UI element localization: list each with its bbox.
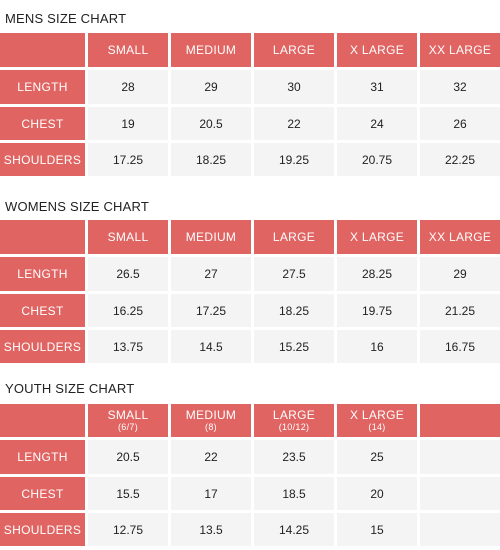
youth-size-header: MEDIUM (8) [171,404,251,437]
mens-value-cell: 19 [88,107,168,140]
mens-value-cell: 24 [337,107,417,140]
mens-value-cell: 22.25 [420,143,500,176]
mens-size-chart-title: MENS SIZE CHART [5,11,127,26]
mens-size-table: SMALL MEDIUM LARGE X LARGE XX LARGE LENG… [0,33,500,176]
youth-value-cell: 14.25 [254,513,334,546]
womens-value-cell: 29 [420,257,500,291]
youth-value-cell: 17 [171,477,251,510]
womens-size-header: XX LARGE [420,220,500,254]
youth-size-name: LARGE [272,408,316,422]
womens-value-cell: 21.25 [420,294,500,327]
youth-value-cell: 23.5 [254,440,334,474]
womens-value-cell: 26.5 [88,257,168,291]
mens-value-cell: 19.25 [254,143,334,176]
womens-value-cell: 18.25 [254,294,334,327]
womens-value-cell: 16.75 [420,330,500,363]
mens-row-label-length: LENGTH [0,70,85,104]
youth-size-header: SMALL (6/7) [88,404,168,437]
womens-value-cell: 17.25 [171,294,251,327]
womens-value-cell: 28.25 [337,257,417,291]
mens-row-label-shoulders: SHOULDERS [0,143,85,176]
youth-size-chart-title: YOUTH SIZE CHART [5,381,135,396]
youth-size-name: MEDIUM [185,408,237,422]
mens-value-cell: 17.25 [88,143,168,176]
youth-row-label-shoulders: SHOULDERS [0,513,85,546]
youth-size-header: X LARGE (14) [337,404,417,437]
mens-row-label-chest: CHEST [0,107,85,140]
youth-size-header: LARGE (10/12) [254,404,334,437]
youth-value-cell: 12.75 [88,513,168,546]
womens-value-cell: 19.75 [337,294,417,327]
womens-size-header: LARGE [254,220,334,254]
youth-corner-cell [0,404,85,437]
youth-size-range: (10/12) [278,422,310,432]
youth-size-range: (8) [205,422,217,432]
womens-row-label-shoulders: SHOULDERS [0,330,85,363]
womens-size-header: SMALL [88,220,168,254]
mens-size-header: SMALL [88,33,168,67]
youth-value-cell: 13.5 [171,513,251,546]
womens-size-header: MEDIUM [171,220,251,254]
mens-size-header: LARGE [254,33,334,67]
womens-row-label-chest: CHEST [0,294,85,327]
womens-value-cell: 13.75 [88,330,168,363]
youth-value-cell: 25 [337,440,417,474]
mens-value-cell: 32 [420,70,500,104]
mens-value-cell: 29 [171,70,251,104]
youth-value-cell: 15 [337,513,417,546]
mens-size-header: X LARGE [337,33,417,67]
youth-size-name: SMALL [107,408,149,422]
womens-size-header: X LARGE [337,220,417,254]
mens-value-cell: 20.75 [337,143,417,176]
youth-value-cell-empty [420,477,500,510]
youth-value-cell-empty [420,513,500,546]
womens-size-chart-title: WOMENS SIZE CHART [5,199,150,214]
mens-value-cell: 22 [254,107,334,140]
youth-size-name: X LARGE [349,408,405,422]
mens-value-cell: 28 [88,70,168,104]
youth-value-cell: 20 [337,477,417,510]
womens-value-cell: 16.25 [88,294,168,327]
youth-size-header-empty [420,404,500,437]
youth-size-table: SMALL (6/7) MEDIUM (8) LARGE (10/12) X L… [0,404,500,546]
womens-value-cell: 15.25 [254,330,334,363]
mens-value-cell: 30 [254,70,334,104]
mens-size-header: MEDIUM [171,33,251,67]
womens-corner-cell [0,220,85,254]
mens-value-cell: 26 [420,107,500,140]
womens-value-cell: 27.5 [254,257,334,291]
youth-value-cell: 20.5 [88,440,168,474]
womens-row-label-length: LENGTH [0,257,85,291]
mens-value-cell: 31 [337,70,417,104]
youth-size-range: (14) [368,422,386,432]
youth-row-label-chest: CHEST [0,477,85,510]
womens-value-cell: 16 [337,330,417,363]
mens-corner-cell [0,33,85,67]
womens-value-cell: 14.5 [171,330,251,363]
womens-size-table: SMALL MEDIUM LARGE X LARGE XX LARGE LENG… [0,220,500,363]
youth-value-cell: 22 [171,440,251,474]
mens-size-header: XX LARGE [420,33,500,67]
mens-value-cell: 20.5 [171,107,251,140]
youth-value-cell: 15.5 [88,477,168,510]
youth-size-range: (6/7) [117,422,138,432]
mens-value-cell: 18.25 [171,143,251,176]
youth-value-cell-empty [420,440,500,474]
womens-value-cell: 27 [171,257,251,291]
youth-value-cell: 18.5 [254,477,334,510]
youth-row-label-length: LENGTH [0,440,85,474]
